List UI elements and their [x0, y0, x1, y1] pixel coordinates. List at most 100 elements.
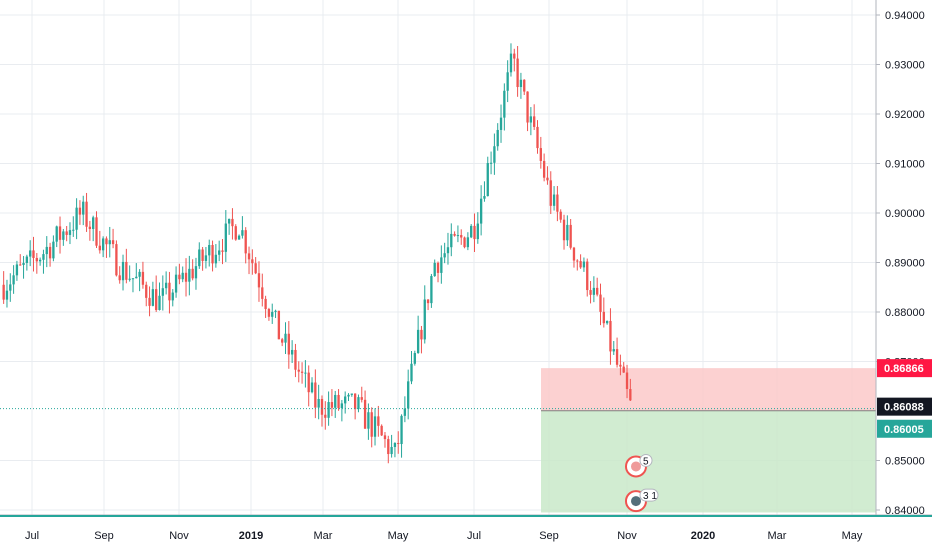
- candle-body: [416, 329, 420, 354]
- candle-body: [353, 393, 357, 410]
- candle-body: [138, 271, 141, 277]
- candle-body: [191, 268, 194, 279]
- candle-body: [300, 371, 304, 373]
- candle-body: [589, 290, 592, 295]
- candle-body: [25, 256, 29, 263]
- candle-body: [533, 116, 536, 127]
- candle-body: [168, 282, 171, 301]
- price-tag-label: 0.86005: [884, 424, 924, 436]
- take-profit-zone[interactable]: [541, 410, 876, 513]
- candle-body: [556, 194, 559, 212]
- price-axis[interactable]: 0.94000 0.93000 0.92000 0.91000 0.90000 0.890…: [875, 0, 932, 550]
- candle-body: [115, 244, 118, 276]
- candle-body: [390, 446, 393, 455]
- candle-body: [440, 257, 443, 273]
- candle-body: [350, 393, 353, 395]
- event-marker[interactable]: 3 1: [625, 488, 659, 513]
- candle-body: [546, 177, 549, 181]
- candle-body: [566, 224, 569, 241]
- candle-body: [443, 253, 446, 258]
- candle-body: [85, 201, 88, 227]
- candle-body: [397, 442, 400, 445]
- candle-body: [592, 287, 596, 295]
- candle-body: [62, 231, 65, 240]
- candle-body: [340, 403, 344, 409]
- candle-body: [579, 261, 582, 268]
- candle-body: [161, 288, 164, 296]
- candle-body: [423, 299, 426, 340]
- candle-body: [516, 58, 519, 88]
- candle-body: [446, 247, 450, 254]
- candle-body: [403, 408, 407, 416]
- candle-body: [2, 284, 5, 300]
- candle-body: [118, 275, 121, 281]
- price-tick-label: 0.90000: [885, 208, 925, 220]
- time-axis[interactable]: Jul Sep Nov 2019 Mar May Jul Sep Nov 2020 Mar May: [0, 514, 932, 542]
- time-tick-label: Jul: [467, 530, 481, 542]
- candle-body: [629, 389, 632, 401]
- candle-body: [145, 284, 148, 298]
- candle-body: [479, 198, 483, 224]
- candle-body: [377, 416, 380, 426]
- candle-body: [35, 257, 38, 262]
- candle-body: [549, 180, 552, 206]
- position-zones: [541, 368, 876, 513]
- candle-body: [619, 364, 622, 367]
- candle-body: [496, 129, 499, 147]
- candle-body: [178, 274, 181, 280]
- candle-body: [247, 253, 251, 260]
- candle-body: [344, 396, 347, 404]
- candle-body: [261, 287, 264, 299]
- candle-body: [9, 284, 12, 291]
- time-tick-label: Sep: [539, 530, 559, 542]
- candle-body: [542, 160, 546, 178]
- candle-body: [572, 247, 576, 261]
- candle-body: [92, 217, 95, 229]
- candle-body: [347, 394, 350, 397]
- candle-body: [513, 53, 516, 59]
- candle-body: [244, 230, 247, 254]
- candle-body: [101, 238, 105, 251]
- candle-body: [12, 275, 15, 285]
- candle-body: [380, 425, 383, 436]
- stop-loss-zone[interactable]: [541, 368, 876, 411]
- candle-body: [609, 320, 612, 352]
- candle-body: [131, 278, 135, 280]
- event-marker[interactable]: 5: [625, 453, 653, 478]
- candle-body: [463, 237, 466, 248]
- candle-body: [234, 226, 237, 240]
- candle-body: [426, 299, 430, 304]
- candle-body: [552, 194, 556, 206]
- candle-body: [55, 226, 58, 242]
- price-tick-label: 0.85000: [885, 456, 925, 468]
- candle-body: [29, 250, 32, 257]
- candle-body: [536, 126, 539, 149]
- candle-body: [576, 260, 579, 262]
- candle-body: [430, 276, 433, 304]
- candle-body: [523, 79, 526, 92]
- candle-body: [42, 254, 45, 260]
- candle-body: [181, 272, 184, 280]
- time-tick-label: May: [842, 530, 863, 542]
- candle-body: [493, 146, 496, 163]
- candle-body: [218, 250, 221, 255]
- candle-body: [337, 394, 340, 409]
- price-tick-label: 0.92000: [885, 109, 925, 121]
- candle-body: [251, 259, 254, 264]
- candle-body: [58, 226, 62, 240]
- candle-body: [330, 402, 334, 408]
- candle-body: [370, 412, 373, 437]
- price-tick-label: 0.93000: [885, 60, 925, 72]
- candle-body: [237, 235, 241, 240]
- candle-body: [204, 255, 208, 261]
- candle-body: [174, 274, 178, 293]
- candle-body: [194, 266, 198, 279]
- candle-body: [314, 382, 317, 408]
- candle-body: [201, 249, 204, 261]
- time-tick-label: Nov: [617, 530, 637, 542]
- candle-body: [622, 366, 625, 373]
- marker-dot: [631, 496, 641, 507]
- candle-body: [410, 363, 413, 382]
- candle-body: [486, 163, 489, 197]
